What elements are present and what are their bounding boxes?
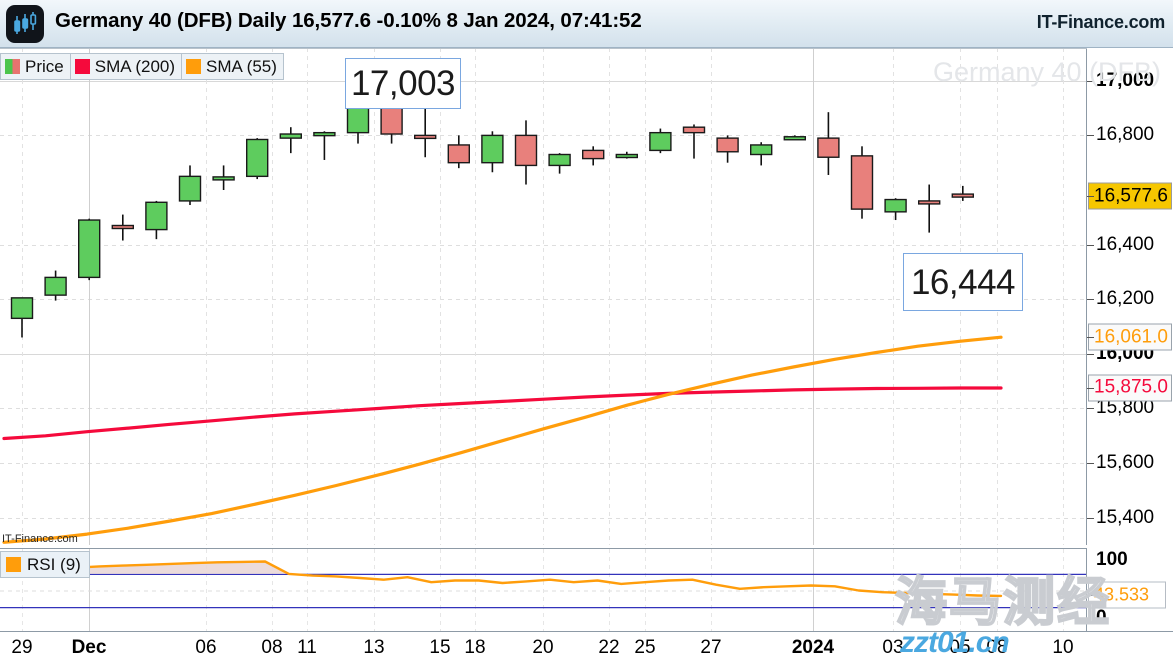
rsi-axis-bottom-label: 0 xyxy=(1096,607,1107,628)
date-tick-label: 03 xyxy=(882,637,904,658)
sma200-value-badge[interactable]: 15,875.0 xyxy=(1088,374,1172,402)
price-tick-label: 16,800 xyxy=(1096,124,1155,146)
provider-watermark: IT-Finance.com xyxy=(2,533,78,545)
date-tick-label: 06 xyxy=(195,637,217,658)
symbol-watermark: Germany 40 (DFB) xyxy=(932,57,1161,87)
price-tick-label: 15,600 xyxy=(1096,452,1155,474)
date-tick-label: 2024 xyxy=(791,637,835,658)
price-tick-label: 17,000 xyxy=(1096,69,1155,91)
low-price-callout-value: 16,444 xyxy=(910,262,1016,302)
legend-label-sma200: SMA (200) xyxy=(94,57,176,76)
legend-label-price: Price xyxy=(25,57,64,76)
price-tick-mark xyxy=(1087,244,1094,246)
date-tick-label: 27 xyxy=(700,637,722,658)
date-tick-label: 29 xyxy=(11,637,33,658)
date-tick-label: 18 xyxy=(464,637,486,658)
date-tick-label: 22 xyxy=(598,637,620,658)
legend-label-rsi: RSI (9) xyxy=(27,555,81,574)
sma200-swatch-icon xyxy=(74,59,90,74)
rsi-chart-canvas xyxy=(0,549,1086,631)
brand-label: IT-Finance.com xyxy=(1036,12,1165,32)
price-tick-label: 16,400 xyxy=(1096,233,1155,255)
price-tick-label: 15,800 xyxy=(1096,397,1155,419)
price-tick-mark xyxy=(1087,353,1094,355)
date-tick-label: 10 xyxy=(1052,637,1074,658)
price-tick-mark xyxy=(1087,80,1094,82)
high-price-callout[interactable]: 17,003 xyxy=(345,58,461,109)
legend-item-price[interactable]: Price xyxy=(0,53,71,80)
rsi-legend[interactable]: RSI (9) xyxy=(0,551,90,578)
page-title: Germany 40 (DFB) Daily 16,577.6 -0.10% 8… xyxy=(55,9,642,32)
price-tick-label: 16,200 xyxy=(1096,288,1155,310)
date-tick-label: 08 xyxy=(986,637,1008,658)
rsi-swatch-icon xyxy=(6,557,21,572)
high-price-callout-value: 17,003 xyxy=(350,64,456,103)
price-tick-mark xyxy=(1087,387,1094,389)
candlestick-app-icon xyxy=(6,5,44,43)
rsi-tick-mark xyxy=(1087,594,1094,596)
price-tick-mark xyxy=(1087,196,1094,198)
price-axis[interactable]: 17,000 16,800 16,400 16,200 16,000 15,800 15,6… xyxy=(1087,48,1173,545)
legend-item-sma200[interactable]: SMA (200) xyxy=(69,53,183,80)
rsi-indicator-panel[interactable] xyxy=(0,548,1087,631)
legend-item-sma55[interactable]: SMA (55) xyxy=(181,53,284,80)
price-tick-label: 15,400 xyxy=(1096,506,1155,528)
price-tick-mark xyxy=(1087,135,1094,137)
rsi-axis[interactable]: 100 0 43.533 xyxy=(1087,548,1173,631)
date-axis[interactable]: 29 Dec 06 08 11 13 15 18 20 22 25 27 2024 03 05 08 10 xyxy=(0,631,1173,660)
date-tick-label: 20 xyxy=(532,637,554,658)
sma55-value-badge[interactable]: 16,061.0 xyxy=(1088,323,1172,351)
date-tick-label: 08 xyxy=(261,637,283,658)
date-tick-label: 11 xyxy=(297,637,317,658)
plot-top-divider xyxy=(0,48,1087,49)
rsi-value-badge[interactable]: 43.533 xyxy=(1088,581,1166,609)
price-tick-mark xyxy=(1087,299,1094,301)
price-legend[interactable]: Price SMA (200) SMA (55) xyxy=(0,53,284,80)
price-tick-mark xyxy=(1087,463,1094,465)
low-price-callout[interactable]: 16,444 xyxy=(903,253,1023,311)
legend-label-sma55: SMA (55) xyxy=(206,57,277,76)
last-price-badge[interactable]: 16,577.6 xyxy=(1088,182,1172,210)
rsi-axis-top-label: 100 xyxy=(1096,549,1128,570)
price-tick-mark xyxy=(1087,337,1094,339)
sma55-swatch-icon xyxy=(186,59,202,74)
date-tick-label: 15 xyxy=(429,637,451,658)
date-tick-label: Dec xyxy=(71,637,107,658)
price-chart-canvas xyxy=(0,48,1086,545)
price-tick-mark xyxy=(1087,517,1094,519)
date-tick-label: 25 xyxy=(634,637,656,658)
price-swatch-icon xyxy=(5,59,20,74)
price-tick-mark xyxy=(1087,408,1094,410)
title-bar: Germany 40 (DFB) Daily 16,577.6 -0.10% 8… xyxy=(0,0,1173,48)
date-tick-label: 05 xyxy=(949,637,971,658)
date-tick-label: 13 xyxy=(363,637,385,658)
